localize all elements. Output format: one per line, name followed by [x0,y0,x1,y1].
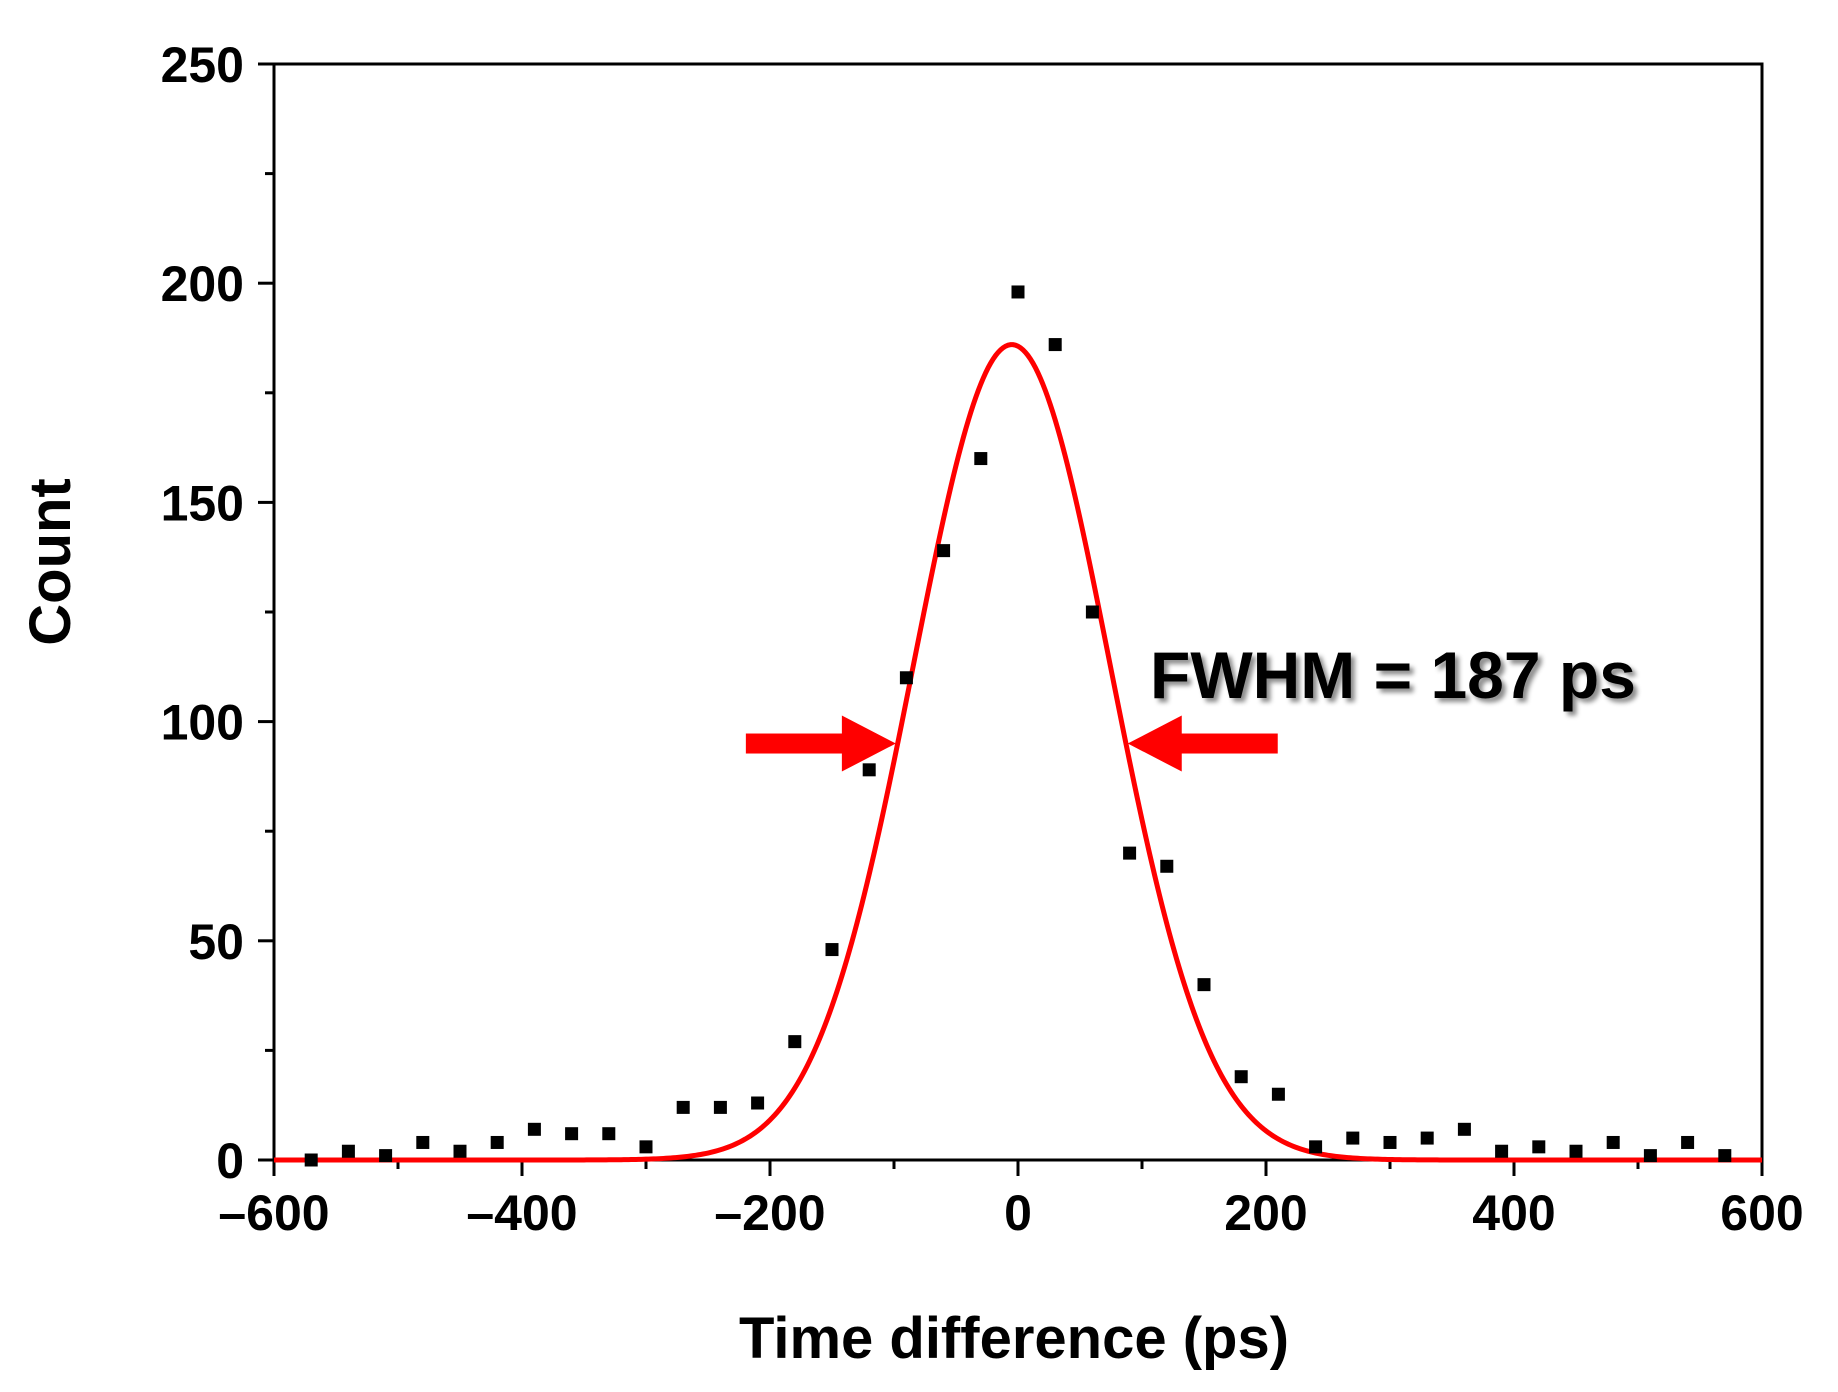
data-point [1681,1135,1695,1149]
arrow-head [1127,715,1182,772]
arrow-shaft [745,733,844,754]
data-point [1643,1149,1657,1163]
data-point [862,763,876,777]
data-point [1346,1131,1360,1145]
fwhm-annotation: FWHM = 187 ps [1150,638,1636,712]
arrow-shaft [1179,733,1278,754]
data-point [1420,1131,1434,1145]
data-point [1085,605,1099,619]
y-tick-label: 250 [161,37,244,93]
data-point [1123,846,1137,860]
data-point [304,1153,318,1167]
data-point [1532,1140,1546,1154]
data-point [1569,1144,1583,1158]
plot-frame [272,62,1764,1162]
y-tick-label: 0 [216,1133,244,1189]
data-point [341,1144,355,1158]
data-point [527,1122,541,1136]
x-tick-label: –200 [714,1185,825,1241]
data-point [825,943,839,957]
x-tick-label: 200 [1224,1185,1307,1241]
data-point [1606,1135,1620,1149]
data-point [1495,1144,1509,1158]
y-tick-label: 50 [188,914,244,970]
data-point [379,1149,393,1163]
data-point [788,1035,802,1049]
data-point [565,1127,579,1141]
x-tick-label: 600 [1720,1185,1803,1241]
fwhm-right-arrow [1127,715,1278,772]
data-points [304,285,1732,1167]
y-tick-label: 100 [161,695,244,751]
y-axis-title: Count [18,478,83,646]
x-axis-title: Time difference (ps) [739,1306,1289,1371]
axis-ticks [258,62,1764,1176]
data-point [1309,1140,1323,1154]
fwhm-left-arrow [745,715,896,772]
data-point [490,1135,504,1149]
data-point [1271,1087,1285,1101]
x-tick-label: 400 [1472,1185,1555,1241]
x-tick-labels: –600 –400 –200 0 200 400 600 [218,1185,1803,1241]
data-point [1160,859,1174,873]
data-point [1197,978,1211,992]
data-point [639,1140,653,1154]
y-tick-label: 200 [161,256,244,312]
data-point [899,671,913,685]
data-point [974,452,988,466]
data-point [1718,1149,1732,1163]
data-point [1011,285,1025,299]
x-tick-label: –400 [466,1185,577,1241]
data-point [602,1127,616,1141]
data-point [751,1096,765,1110]
data-point [453,1144,467,1158]
arrow-head [841,715,896,772]
gaussian-fit-curve [274,342,1762,1163]
data-point [937,544,951,558]
data-point [1048,338,1062,352]
data-point [1457,1122,1471,1136]
data-point [676,1100,690,1114]
y-tick-labels: 0 50 100 150 200 250 [161,37,244,1189]
data-point [713,1100,727,1114]
x-tick-label: –600 [218,1185,329,1241]
data-point [416,1135,430,1149]
y-tick-label: 150 [161,475,244,531]
data-point [1234,1070,1248,1084]
data-point [1383,1135,1397,1149]
x-tick-label: 0 [1004,1185,1032,1241]
